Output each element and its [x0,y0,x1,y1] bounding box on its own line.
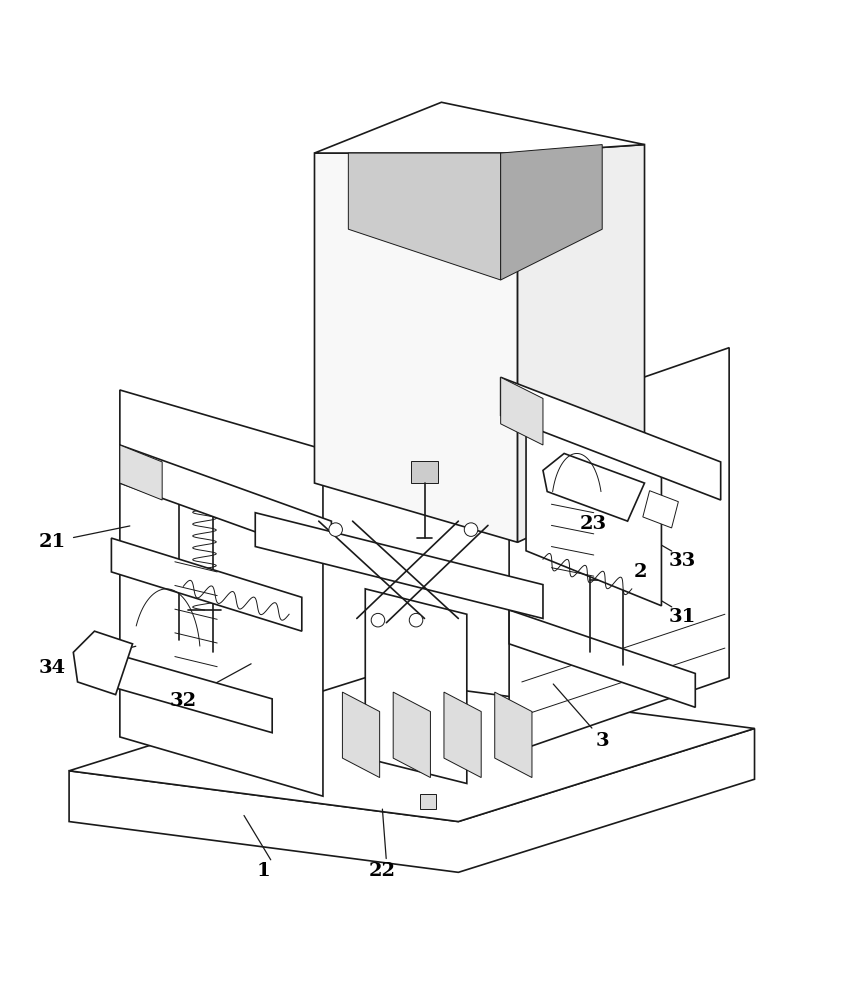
Circle shape [371,613,385,627]
Polygon shape [501,377,721,500]
Text: 32: 32 [170,692,197,710]
Polygon shape [501,145,602,280]
Text: 22: 22 [368,862,396,880]
Polygon shape [94,648,273,733]
Circle shape [329,523,342,536]
Polygon shape [444,692,481,778]
Polygon shape [342,692,380,778]
Polygon shape [314,153,518,542]
Text: 21: 21 [38,533,65,551]
Text: 23: 23 [580,515,607,533]
Polygon shape [509,610,695,707]
Text: 33: 33 [669,552,696,570]
Polygon shape [643,491,678,528]
Polygon shape [411,461,438,483]
Circle shape [409,613,423,627]
Polygon shape [120,445,331,559]
Text: 31: 31 [669,608,696,626]
Polygon shape [69,728,755,872]
Polygon shape [420,794,436,809]
Polygon shape [120,390,323,796]
Polygon shape [501,377,543,445]
Circle shape [464,523,478,536]
Polygon shape [111,538,301,631]
Polygon shape [518,145,644,542]
Polygon shape [256,513,543,618]
Polygon shape [314,102,644,153]
Polygon shape [69,678,755,822]
Polygon shape [495,692,532,778]
Polygon shape [526,420,661,606]
Polygon shape [120,445,162,500]
Text: 34: 34 [38,659,65,677]
Polygon shape [393,692,430,778]
Polygon shape [509,348,729,754]
Polygon shape [348,153,501,280]
Polygon shape [543,453,644,521]
Text: 2: 2 [633,563,647,581]
Polygon shape [73,631,132,695]
Polygon shape [365,589,467,783]
Text: 3: 3 [595,732,609,750]
Text: 1: 1 [257,862,271,880]
